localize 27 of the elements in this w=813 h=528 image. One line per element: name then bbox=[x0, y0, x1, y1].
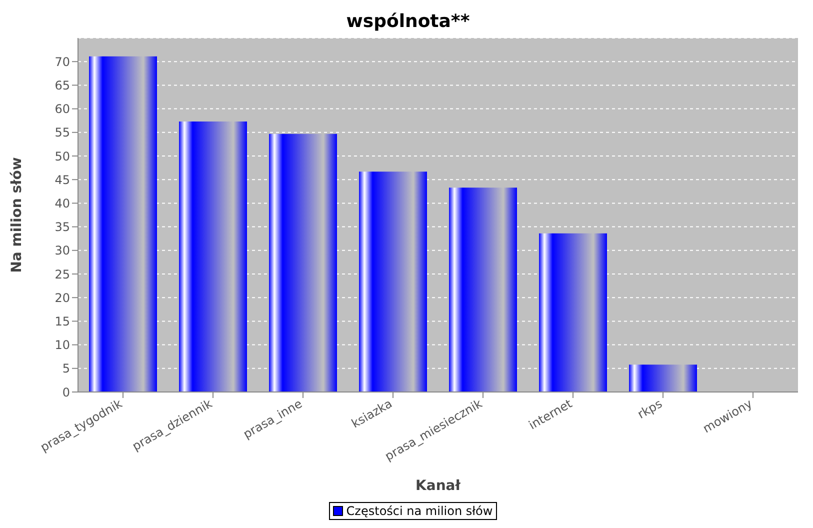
bar bbox=[539, 233, 607, 392]
y-tick-label: 60 bbox=[54, 102, 70, 116]
bar bbox=[269, 134, 337, 392]
bar bbox=[179, 122, 247, 392]
y-tick-label: 50 bbox=[54, 149, 70, 164]
y-tick-label: 30 bbox=[54, 244, 70, 258]
y-tick-label: 40 bbox=[54, 196, 70, 210]
x-axis-title: Kanał bbox=[416, 478, 462, 494]
chart-title: wspólnota** bbox=[345, 10, 471, 34]
y-tick-label: 10 bbox=[54, 338, 70, 352]
y-tick-label: 25 bbox=[54, 267, 70, 282]
bar bbox=[629, 364, 697, 392]
x-tick-label: rkps bbox=[635, 396, 664, 422]
y-tick-label: 45 bbox=[54, 172, 70, 187]
y-tick-label: 5 bbox=[62, 362, 70, 376]
y-tick-label: 0 bbox=[62, 385, 70, 400]
y-tick-label: 55 bbox=[54, 126, 70, 140]
bar bbox=[89, 56, 157, 392]
y-tick-label: 65 bbox=[54, 78, 70, 92]
y-tick-label: 15 bbox=[54, 314, 70, 328]
y-tick-label: 20 bbox=[54, 290, 70, 305]
bar bbox=[449, 188, 517, 392]
y-tick-label: 35 bbox=[54, 220, 70, 234]
y-axis-title: Na milion słów bbox=[8, 157, 25, 273]
legend-label: Częstości na milion słów bbox=[346, 504, 493, 518]
y-tick-label: 70 bbox=[54, 54, 70, 69]
bar bbox=[359, 172, 427, 392]
